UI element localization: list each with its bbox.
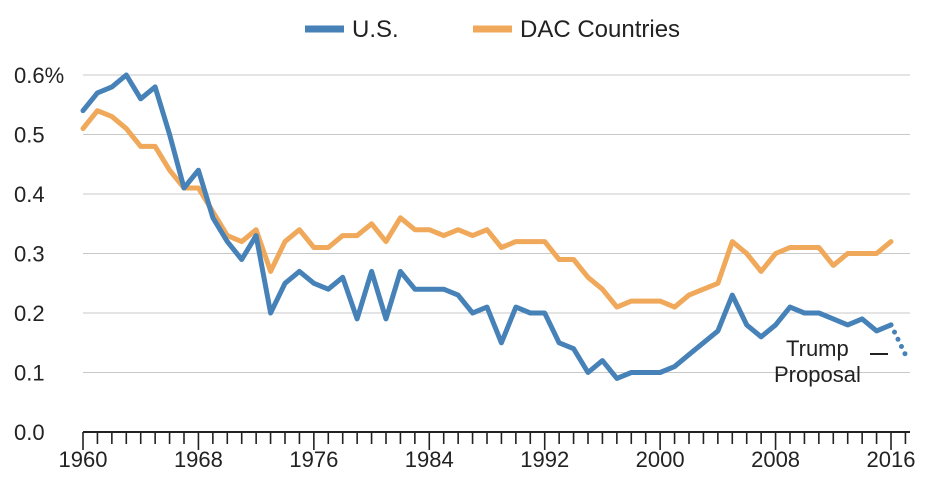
- legend-label-dac: DAC Countries: [520, 16, 680, 43]
- series-line-us: [80, 72, 894, 381]
- annotation-line1: Trump: [786, 336, 849, 361]
- y-tick-label: 0.6%: [14, 63, 64, 88]
- x-tick-label: 1976: [289, 447, 338, 472]
- y-tick-label: 0.4: [14, 182, 45, 207]
- x-axis-labels: 1960 1968 1976 1984 1992 2000 2008 2016: [59, 447, 916, 472]
- y-tick-label: 0.0: [14, 420, 45, 445]
- y-tick-label: 0.2: [14, 301, 45, 326]
- annotation-line2: Proposal: [774, 362, 861, 387]
- us-projection-line: [888, 322, 908, 358]
- x-tick-label: 2016: [867, 447, 916, 472]
- x-tick-label: 1968: [174, 447, 223, 472]
- legend: U.S. DAC Countries: [305, 16, 680, 43]
- x-tick-label: 1992: [520, 447, 569, 472]
- trump-proposal-annotation: Trump Proposal: [774, 336, 888, 387]
- gridlines: [83, 74, 910, 373]
- series-lines: [80, 72, 908, 381]
- x-tick-label: 1984: [405, 447, 454, 472]
- y-tick-label: 0.3: [14, 242, 45, 267]
- legend-label-us: U.S.: [352, 16, 399, 43]
- y-tick-label: 0.5: [14, 123, 45, 148]
- x-tick-label: 2008: [751, 447, 800, 472]
- series-line-dac: [80, 108, 894, 310]
- y-tick-label: 0.1: [14, 361, 45, 386]
- x-tick-label: 1960: [59, 447, 108, 472]
- x-axis: [82, 431, 910, 450]
- x-tick-label: 2000: [636, 447, 685, 472]
- y-axis-labels: 0.0 0.1 0.2 0.3 0.4 0.5 0.6%: [14, 63, 64, 445]
